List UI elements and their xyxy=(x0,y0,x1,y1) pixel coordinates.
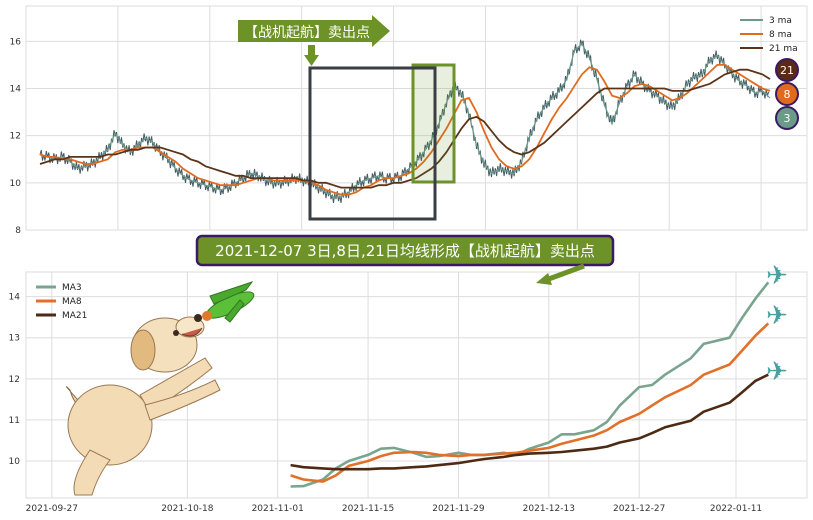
bottom-y-tick-label: 11 xyxy=(9,416,20,426)
bottom-x-ticks: 2021-09-27 2021-10-18 2021-11-01 2021-11-15… xyxy=(26,504,762,514)
legend-label-21ma: 21 ma xyxy=(769,44,798,54)
top-grid xyxy=(26,6,807,231)
top-y-ticks: 8 10 12 14 16 xyxy=(10,37,22,236)
sell-point-banner: 【战机起航】卖出点 xyxy=(238,15,390,66)
badge-3-circle xyxy=(775,106,799,130)
top-y-tick-label: 8 xyxy=(15,226,21,236)
bottom-legend: MA3 MA8 MA21 xyxy=(36,283,87,321)
puppy-body xyxy=(67,384,153,466)
pointer-arrow-icon xyxy=(536,263,585,285)
top-y-tick-label: 14 xyxy=(10,85,22,95)
legend-label-3ma: 3 ma xyxy=(769,16,792,26)
bottom-y-tick-label: 14 xyxy=(9,293,21,303)
ma-badges: 21 8 3 xyxy=(775,58,799,130)
bottom-x-tick-label: 2021-09-27 xyxy=(26,504,78,514)
bottom-series-MA8 xyxy=(290,322,770,483)
bottom-x-tick-label: 2021-12-27 xyxy=(613,504,665,514)
badge-3-label: 3 xyxy=(784,112,791,125)
bottom-grid xyxy=(26,272,807,498)
badge-21-circle xyxy=(775,58,799,82)
puppy-mouth xyxy=(181,327,203,337)
top-plot-area xyxy=(25,5,808,231)
airplane-icon-middle: ✈ xyxy=(766,301,788,331)
bottom-y-ticks: 10 11 12 13 14 xyxy=(9,293,21,467)
bottom-y-tick-label: 10 xyxy=(9,457,21,467)
bottom-x-tick-label: 2021-12-13 xyxy=(523,504,575,514)
top-y-tick-label: 16 xyxy=(10,37,22,47)
top-y-tick-label: 12 xyxy=(10,132,21,142)
legend-label-ma21: MA21 xyxy=(62,311,87,321)
legend-label-ma3: MA3 xyxy=(62,283,82,293)
bottom-y-tick-label: 12 xyxy=(9,375,20,385)
title-banner: 2021-12-07 3日,8日,21日均线形成【战机起航】卖出点 xyxy=(195,234,615,267)
puppy-hind-leg xyxy=(73,449,111,496)
bottom-panel: 10 11 12 13 14 2021-09-27 2021-10-18 2021-11-0… xyxy=(9,271,808,514)
top-series-21-ma xyxy=(39,68,771,189)
airplane-icon-bottom: ✈ xyxy=(766,357,788,387)
top-series xyxy=(39,39,771,203)
bottom-plot-area xyxy=(25,271,808,499)
airplane-icon-top: ✈ xyxy=(766,261,788,291)
puppy-nose xyxy=(194,314,202,322)
bottom-chart-title: 2021-12-07 3日,8日,21日均线形成【战机起航】卖出点 xyxy=(215,242,595,260)
toy-airplane-icon xyxy=(202,281,255,323)
bottom-series xyxy=(290,281,770,488)
puppy-front-leg-2 xyxy=(144,379,221,421)
banner-text: 【战机起航】卖出点 xyxy=(244,25,370,41)
airplane-icons: ✈ ✈ ✈ xyxy=(766,261,788,387)
badge-8-circle xyxy=(775,82,799,106)
badge-8-label: 8 xyxy=(784,88,791,101)
top-legend: 3 ma 8 ma 21 ma xyxy=(740,16,798,54)
top-series-8-ma xyxy=(39,64,771,196)
puppy-eye xyxy=(173,330,179,336)
down-arrow-icon xyxy=(304,45,319,66)
bottom-x-tick-label: 2021-11-01 xyxy=(252,504,304,514)
puppy-ear xyxy=(130,329,156,371)
bottom-series-MA21 xyxy=(290,373,769,471)
bottom-x-tick-label: 2022-01-11 xyxy=(710,504,762,514)
bottom-x-tick-label: 2021-10-18 xyxy=(161,504,214,514)
top-panel: 8 10 12 14 16 【战机起航】卖出点 3 ma 8 ma 21 ma 21 8… xyxy=(10,5,808,236)
badge-21-label: 21 xyxy=(780,64,794,77)
puppy-illustration xyxy=(65,281,255,496)
bottom-x-tick-label: 2021-11-29 xyxy=(432,504,485,514)
bottom-y-tick-label: 13 xyxy=(9,334,20,344)
title-banner-box xyxy=(195,234,615,267)
bottom-x-tick-label: 2021-11-15 xyxy=(342,504,394,514)
legend-label-8ma: 8 ma xyxy=(769,30,792,40)
top-y-tick-label: 10 xyxy=(10,179,22,189)
banner-arrow-shape xyxy=(238,15,390,47)
highlight-box-dark xyxy=(308,66,437,221)
legend-label-ma8: MA8 xyxy=(62,297,82,307)
